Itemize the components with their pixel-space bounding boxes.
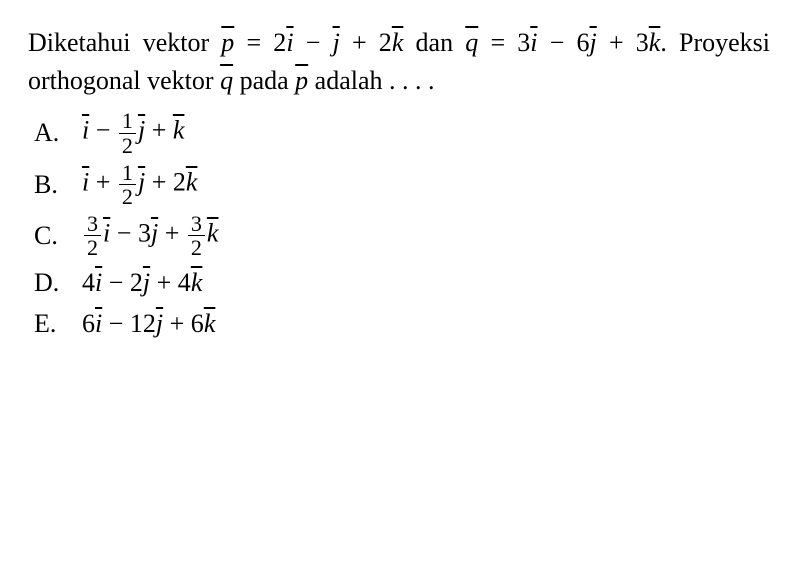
text: 4 bbox=[82, 268, 95, 297]
text: − 3 bbox=[110, 219, 151, 248]
vector-k: k bbox=[191, 268, 203, 297]
option-a: A. i − 12j + k bbox=[34, 109, 770, 156]
option-expression: i − 12j + k bbox=[82, 109, 184, 156]
text: = 2 bbox=[234, 28, 286, 57]
text: + 2 bbox=[340, 28, 392, 57]
text: − 2 bbox=[102, 268, 143, 297]
vector-p: p bbox=[221, 28, 234, 57]
option-letter: B. bbox=[34, 166, 82, 204]
denominator: 2 bbox=[84, 236, 101, 259]
vector-k: k bbox=[649, 28, 661, 57]
numerator: 3 bbox=[188, 212, 205, 236]
option-expression: 32i − 3j + 32k bbox=[82, 212, 218, 259]
text: + bbox=[145, 116, 173, 145]
text: + 2 bbox=[145, 167, 186, 196]
text: + bbox=[89, 167, 117, 196]
text: 6 bbox=[82, 309, 95, 338]
text: pada bbox=[233, 66, 295, 95]
text: Diketahui vektor bbox=[28, 28, 221, 57]
text: − 12 bbox=[102, 309, 156, 338]
option-letter: A. bbox=[34, 114, 82, 152]
fraction: 12 bbox=[119, 109, 136, 156]
text: adalah . . . . bbox=[308, 66, 434, 95]
numerator: 1 bbox=[119, 109, 136, 133]
numerator: 1 bbox=[119, 161, 136, 185]
options-list: A. i − 12j + k B. i + 12j + 2k C. 32i − … bbox=[28, 109, 770, 343]
denominator: 2 bbox=[188, 236, 205, 259]
vector-i: i bbox=[530, 28, 537, 57]
denominator: 2 bbox=[119, 185, 136, 208]
option-letter: E. bbox=[34, 305, 82, 343]
option-expression: 6i − 12j + 6k bbox=[82, 305, 215, 343]
vector-p: p bbox=[295, 66, 308, 95]
vector-k: k bbox=[207, 219, 219, 248]
option-c: C. 32i − 3j + 32k bbox=[34, 212, 770, 259]
text: − bbox=[294, 28, 333, 57]
text: − 6 bbox=[538, 28, 590, 57]
vector-i: i bbox=[286, 28, 293, 57]
vector-j: j bbox=[333, 28, 340, 57]
option-expression: i + 12j + 2k bbox=[82, 161, 197, 208]
option-letter: C. bbox=[34, 217, 82, 255]
text: dan bbox=[403, 28, 453, 57]
text: − bbox=[89, 116, 117, 145]
question-text: Diketahui vektor p = 2i − j + 2k dan q =… bbox=[28, 24, 770, 99]
option-expression: 4i − 2j + 4k bbox=[82, 264, 202, 302]
fraction: 32 bbox=[188, 212, 205, 259]
text: = 3 bbox=[478, 28, 530, 57]
denominator: 2 bbox=[119, 134, 136, 157]
text: + 6 bbox=[163, 309, 204, 338]
fraction: 12 bbox=[119, 161, 136, 208]
numerator: 3 bbox=[84, 212, 101, 236]
vector-j: j bbox=[590, 28, 597, 57]
option-d: D. 4i − 2j + 4k bbox=[34, 264, 770, 302]
text: + 4 bbox=[150, 268, 191, 297]
vector-k: k bbox=[186, 167, 198, 196]
vector-k: k bbox=[392, 28, 404, 57]
vector-k: k bbox=[204, 309, 216, 338]
vector-k: k bbox=[173, 116, 185, 145]
option-b: B. i + 12j + 2k bbox=[34, 161, 770, 208]
fraction: 32 bbox=[84, 212, 101, 259]
text: + 3 bbox=[597, 28, 649, 57]
vector-q: q bbox=[220, 66, 233, 95]
option-letter: D. bbox=[34, 264, 82, 302]
option-e: E. 6i − 12j + 6k bbox=[34, 305, 770, 343]
vector-q: q bbox=[465, 28, 478, 57]
text: + bbox=[158, 219, 186, 248]
